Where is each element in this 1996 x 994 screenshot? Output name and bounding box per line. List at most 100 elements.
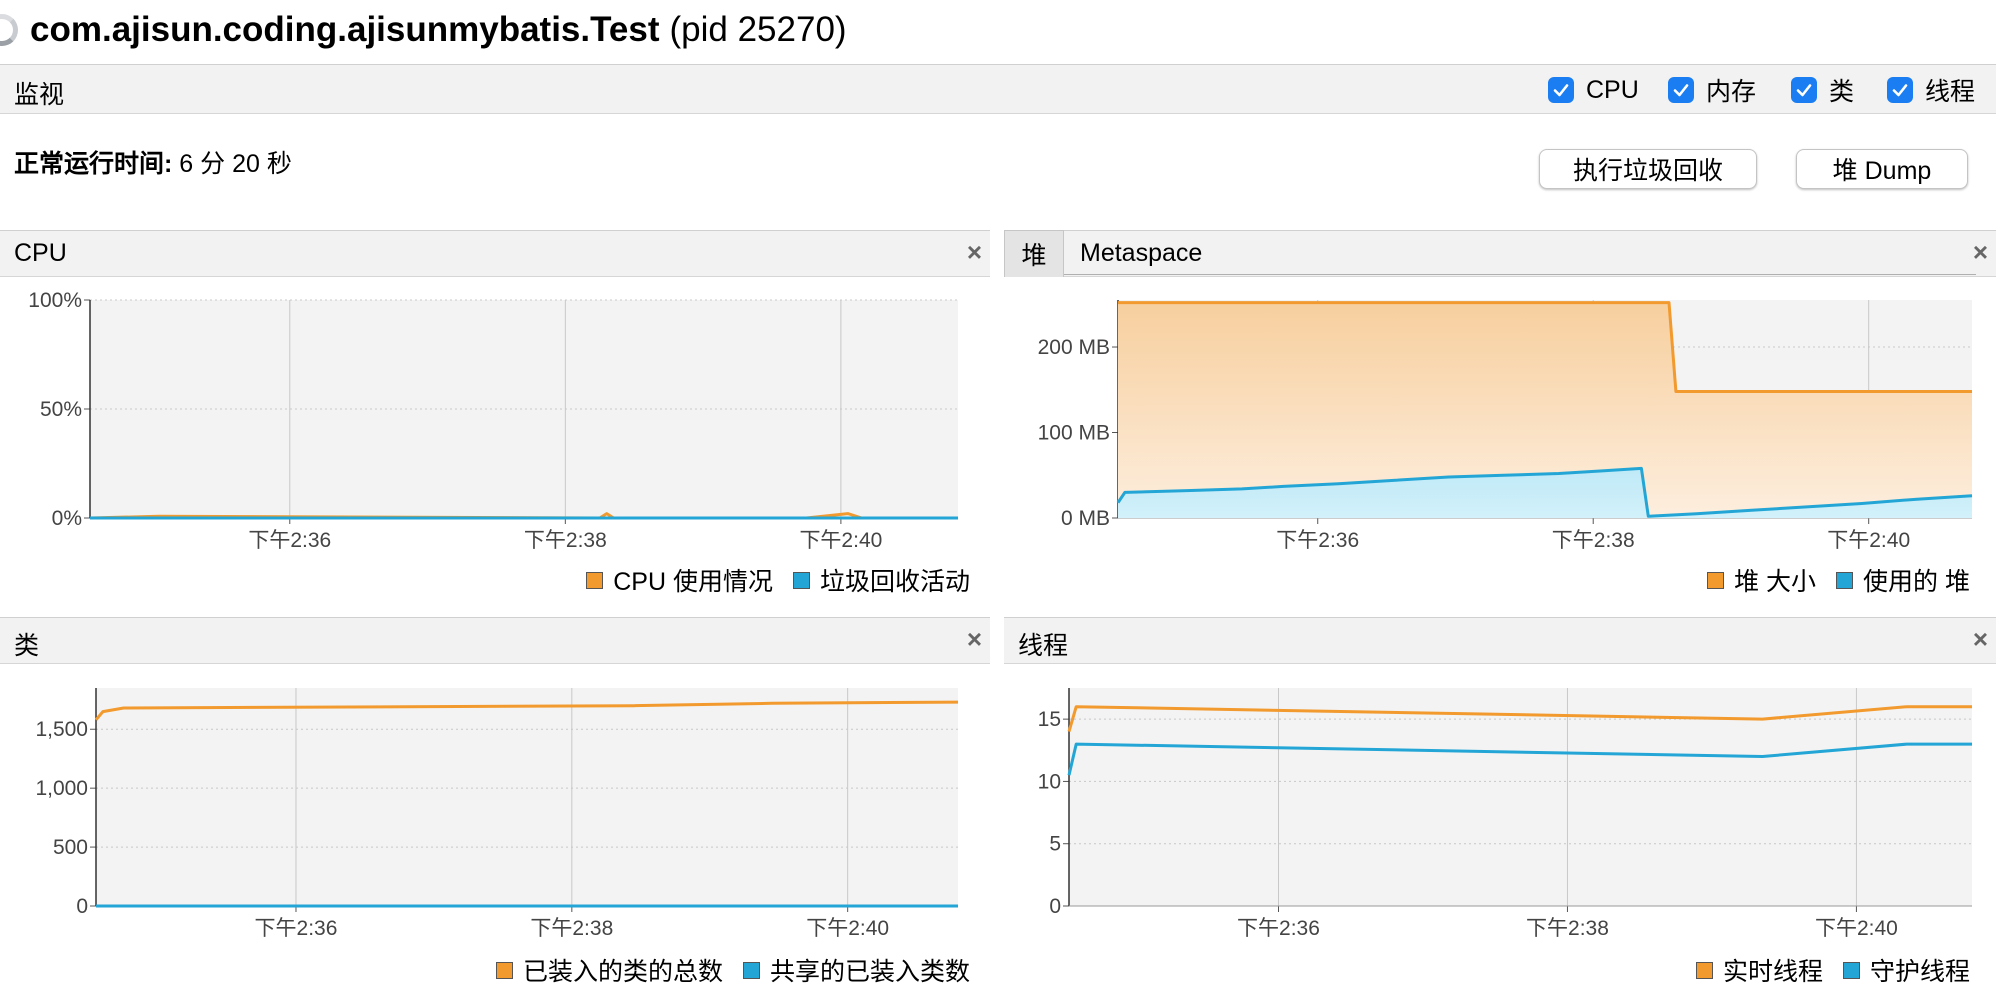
y-tick-label: 100% xyxy=(28,290,82,312)
legend-swatch xyxy=(792,571,810,589)
cpu-panel-title: CPU xyxy=(14,239,67,267)
legend-swatch xyxy=(1842,961,1860,979)
legend-label: 垃圾回收活动 xyxy=(819,568,970,596)
y-tick-label: 0% xyxy=(52,507,82,530)
legend-item: 使用的 堆 xyxy=(1836,562,1970,598)
y-tick-label: 1,000 xyxy=(35,777,88,800)
x-tick-label: 下午2:40 xyxy=(799,529,882,552)
legend-item: 堆 大小 xyxy=(1707,562,1816,598)
classes-legend: 已装入的类的总数 共享的已装入类数 xyxy=(476,952,970,988)
series-line xyxy=(94,700,959,721)
legend-label: 共享的已装入类数 xyxy=(769,958,970,986)
x-tick-label: 下午2:38 xyxy=(1552,529,1635,552)
y-tick-label: 0 xyxy=(76,895,88,918)
series-line xyxy=(1067,742,1972,776)
legend-swatch xyxy=(1836,571,1854,589)
series-area xyxy=(1118,468,1972,518)
plot-area xyxy=(96,688,958,906)
classes-checkbox-label: 类 xyxy=(1829,78,1855,106)
process-id: (pid 25270) xyxy=(669,10,847,49)
series-line xyxy=(1118,301,1972,393)
legend-swatch xyxy=(495,961,513,979)
legend-item: 实时线程 xyxy=(1695,952,1823,988)
cpu-checkbox[interactable]: CPU xyxy=(1548,76,1639,104)
legend-swatch xyxy=(742,961,760,979)
threads-panel-header: 线程 × xyxy=(1004,617,1996,664)
classes-chart: 0 500 1,000 1,500 下午2:36 下午2:38 下午2:40 xyxy=(35,688,959,940)
x-tick-label: 下午2:36 xyxy=(248,529,331,552)
legend-item: CPU 使用情况 xyxy=(586,562,773,598)
cpu-legend: CPU 使用情况 垃圾回收活动 xyxy=(566,562,970,598)
x-tick-label: 下午2:38 xyxy=(524,529,607,552)
window-title: com.ajisun.coding.ajisunmybatis.Test (pi… xyxy=(0,8,847,52)
threads-checkbox-label: 线程 xyxy=(1925,78,1976,106)
y-tick-label: 5 xyxy=(1049,833,1061,856)
monitor-toolbar: 监视 CPU 内存 类 线程 xyxy=(0,64,1996,114)
memory-checkbox-label: 内存 xyxy=(1706,78,1757,106)
cpu-checkbox-label: CPU xyxy=(1586,75,1639,104)
close-icon[interactable]: × xyxy=(1972,624,1988,654)
x-tick-label: 下午2:36 xyxy=(255,917,338,940)
heap-dump-button[interactable]: 堆 Dump xyxy=(1796,149,1968,189)
legend-label: 已装入的类的总数 xyxy=(522,958,723,986)
tab-underline xyxy=(1064,274,1976,275)
uptime-label: 正常运行时间: xyxy=(14,150,173,178)
x-tick-label: 下午2:36 xyxy=(1237,917,1320,940)
y-tick-label: 50% xyxy=(40,398,82,421)
legend-label: 守护线程 xyxy=(1869,958,1970,986)
plot-area xyxy=(1069,688,1972,906)
heap-chart: 0 MB 100 MB 200 MB 下午2:36 下午2:38 下午2:40 xyxy=(1038,300,1973,552)
checkmark-icon xyxy=(1548,77,1574,103)
threads-panel-title: 线程 xyxy=(1018,632,1069,660)
x-tick-label: 下午2:40 xyxy=(1827,529,1910,552)
legend-label: 堆 大小 xyxy=(1734,568,1817,596)
legend-label: 使用的 堆 xyxy=(1863,568,1970,596)
y-tick-label: 200 MB xyxy=(1038,336,1110,359)
series-area xyxy=(1118,302,1972,518)
plot-area xyxy=(90,300,958,518)
close-icon[interactable]: × xyxy=(1972,237,1988,267)
threads-checkbox[interactable]: 线程 xyxy=(1887,76,1975,106)
y-tick-label: 10 xyxy=(1038,770,1061,793)
legend-item: 已装入的类的总数 xyxy=(495,952,723,988)
x-tick-label: 下午2:40 xyxy=(1815,917,1898,940)
x-tick-label: 下午2:38 xyxy=(530,917,613,940)
tab-metaspace[interactable]: Metaspace xyxy=(1080,239,1203,267)
perform-gc-button[interactable]: 执行垃圾回收 xyxy=(1539,149,1757,189)
cpu-chart: 0% 50% 100% 下午2:36 下午2:38 下午2:40 xyxy=(28,290,958,552)
close-icon[interactable]: × xyxy=(966,237,982,267)
cpu-panel-header: CPU × xyxy=(0,230,990,277)
legend-label: 实时线程 xyxy=(1722,958,1823,986)
legend-label: CPU 使用情况 xyxy=(613,568,773,596)
x-tick-label: 下午2:40 xyxy=(806,917,889,940)
checkmark-icon xyxy=(1791,77,1817,103)
loading-spinner-icon xyxy=(0,14,18,46)
classes-panel-header: 类 × xyxy=(0,617,990,664)
legend-item: 垃圾回收活动 xyxy=(792,562,970,598)
heap-legend: 堆 大小 使用的 堆 xyxy=(1687,562,1970,598)
threads-legend: 实时线程 守护线程 xyxy=(1676,952,1970,988)
memory-panel-header: × xyxy=(1004,230,1996,277)
y-tick-label: 500 xyxy=(53,836,88,859)
threads-chart: 0 5 10 15 下午2:36 下午2:38 下午2:40 xyxy=(1038,688,1972,940)
legend-swatch xyxy=(1695,961,1713,979)
series-line xyxy=(1116,466,1973,518)
app-name: com.ajisun.coding.ajisunmybatis.Test xyxy=(30,10,660,49)
close-icon[interactable]: × xyxy=(966,624,982,654)
y-tick-label: 1,500 xyxy=(35,718,88,741)
tab-heap[interactable]: 堆 xyxy=(1004,230,1064,277)
uptime-value: 6 分 20 秒 xyxy=(179,150,292,178)
y-tick-label: 0 MB xyxy=(1061,507,1110,530)
uptime: 正常运行时间: 6 分 20 秒 xyxy=(14,144,292,180)
memory-checkbox[interactable]: 内存 xyxy=(1668,76,1756,106)
classes-panel-title: 类 xyxy=(14,632,40,660)
legend-item: 守护线程 xyxy=(1842,952,1970,988)
checkmark-icon xyxy=(1668,77,1694,103)
y-tick-label: 15 xyxy=(1038,708,1061,731)
y-tick-label: 100 MB xyxy=(1038,422,1110,445)
checkmark-icon xyxy=(1887,77,1913,103)
classes-checkbox[interactable]: 类 xyxy=(1791,76,1854,106)
legend-swatch xyxy=(586,571,604,589)
x-tick-label: 下午2:36 xyxy=(1276,529,1359,552)
series-line xyxy=(1067,705,1972,733)
